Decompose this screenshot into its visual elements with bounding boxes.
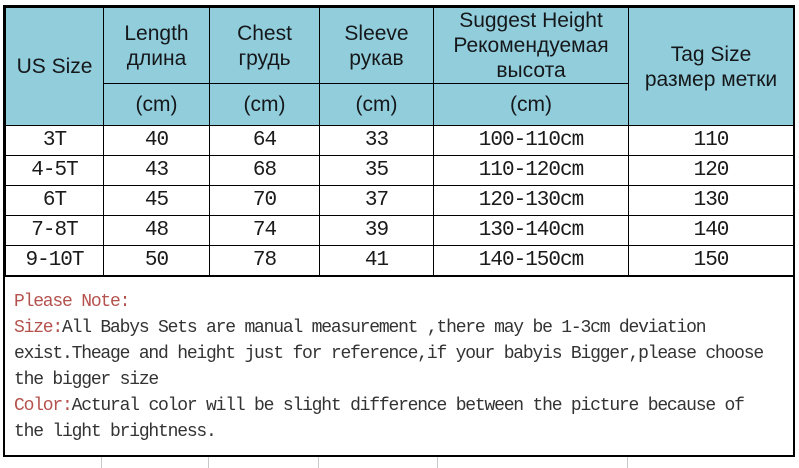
note-color-text-1: Actural color will be slight difference …: [71, 396, 745, 416]
size-chart-panel: US Size Length длина Chest грудь Sleeve …: [3, 5, 795, 457]
cell-length: 45: [103, 185, 210, 216]
col-header-suggest-height-ru1: Рекомендуемая: [453, 34, 609, 57]
cell-us-size: 9-10T: [5, 245, 104, 276]
cell-tag-size: 110: [628, 125, 794, 156]
ghost-column-line: [101, 457, 102, 468]
col-header-chest-ru: грудь: [238, 46, 291, 70]
cell-sleeve: 41: [319, 245, 434, 276]
note-color-line-1: Color:Actural color will be slight diffe…: [14, 393, 785, 419]
cell-suggest-height: 110-120cm: [433, 155, 629, 186]
cell-length: 40: [103, 125, 210, 156]
col-header-suggest-height-en: Suggest Height: [459, 9, 603, 32]
col-header-tag-size: Tag Size размер метки: [628, 7, 794, 126]
note-size-text-1: All Babys Sets are manual measurement ,t…: [62, 318, 707, 338]
cell-sleeve: 33: [319, 125, 434, 156]
cell-suggest-height: 130-140cm: [433, 215, 629, 246]
ghost-column-line: [437, 457, 438, 468]
cell-length: 48: [103, 215, 210, 246]
note-size-label: Size:: [14, 318, 63, 338]
col-header-tag-size-en: Tag Size: [670, 42, 752, 66]
cell-suggest-height: 120-130cm: [433, 185, 629, 216]
cell-chest: 64: [209, 125, 320, 156]
cell-tag-size: 130: [628, 185, 794, 216]
cell-chest: 74: [209, 215, 320, 246]
note-size-line-1: Size:All Babys Sets are manual measureme…: [14, 315, 785, 341]
col-header-us-size: US Size: [5, 7, 104, 126]
cell-suggest-height: 100-110cm: [433, 125, 629, 156]
note-size-line-2: exist.Theage and height just for referen…: [14, 344, 764, 364]
cell-sleeve: 35: [319, 155, 434, 186]
ghost-column-line: [627, 457, 628, 468]
col-header-suggest-height: Suggest Height Рекомендуемая высота: [433, 7, 629, 84]
cell-us-size: 3T: [5, 125, 104, 156]
note-color-label: Color:: [14, 396, 73, 416]
unit-cell-sleeve: (cm): [319, 83, 434, 126]
cell-suggest-height: 140-150cm: [433, 245, 629, 276]
cell-tag-size: 150: [628, 245, 794, 276]
cell-us-size: 7-8T: [5, 215, 104, 246]
table-row: 6T 45 70 37 120-130cm 130: [5, 185, 794, 216]
size-table-header: US Size Length длина Chest грудь Sleeve …: [5, 7, 794, 126]
col-header-us-size-label: US Size: [16, 55, 93, 78]
cell-length: 50: [103, 245, 210, 276]
note-title: Please Note:: [14, 292, 130, 312]
cell-sleeve: 39: [319, 215, 434, 246]
cell-chest: 68: [209, 155, 320, 186]
col-header-chest: Chest грудь: [209, 7, 320, 84]
col-header-sleeve-ru: рукав: [349, 46, 404, 70]
unit-cell-length: (cm): [103, 83, 210, 126]
note-box: Please Note: Size:All Babys Sets are man…: [5, 276, 793, 455]
ghost-column-line: [318, 457, 319, 468]
col-header-sleeve: Sleeve рукав: [319, 7, 434, 84]
cell-length: 43: [103, 155, 210, 186]
unit-cell-suggest-height: (cm): [433, 83, 629, 126]
cell-chest: 70: [209, 185, 320, 216]
col-header-length-en: Length: [124, 21, 189, 45]
size-table: US Size Length длина Chest грудь Sleeve …: [5, 7, 794, 276]
unit-cell-chest: (cm): [209, 83, 320, 126]
cell-chest: 78: [209, 245, 320, 276]
note-size-line-3: the bigger size: [14, 370, 159, 390]
table-row: 4-5T 43 68 35 110-120cm 120: [5, 155, 794, 186]
cropped-next-table-row: [0, 457, 799, 468]
col-header-tag-size-ru: размер метки: [644, 67, 778, 91]
cell-us-size: 4-5T: [5, 155, 104, 186]
col-header-length: Length длина: [103, 7, 210, 84]
col-header-length-ru: длина: [126, 46, 187, 70]
col-header-suggest-height-ru2: высота: [496, 59, 566, 82]
table-row: 7-8T 48 74 39 130-140cm 140: [5, 215, 794, 246]
size-table-body: 3T 40 64 33 100-110cm 110 4-5T 43 68 35 …: [5, 125, 794, 276]
cell-us-size: 6T: [5, 185, 104, 216]
ghost-column-line: [208, 457, 209, 468]
cell-tag-size: 140: [628, 215, 794, 246]
col-header-chest-en: Chest: [237, 21, 292, 45]
cell-tag-size: 120: [628, 155, 794, 186]
table-row: 3T 40 64 33 100-110cm 110: [5, 125, 794, 156]
note-color-line-2: the light brightness.: [14, 422, 217, 442]
cell-sleeve: 37: [319, 185, 434, 216]
col-header-sleeve-en: Sleeve: [344, 21, 409, 45]
table-row: 9-10T 50 78 41 140-150cm 150: [5, 245, 794, 276]
